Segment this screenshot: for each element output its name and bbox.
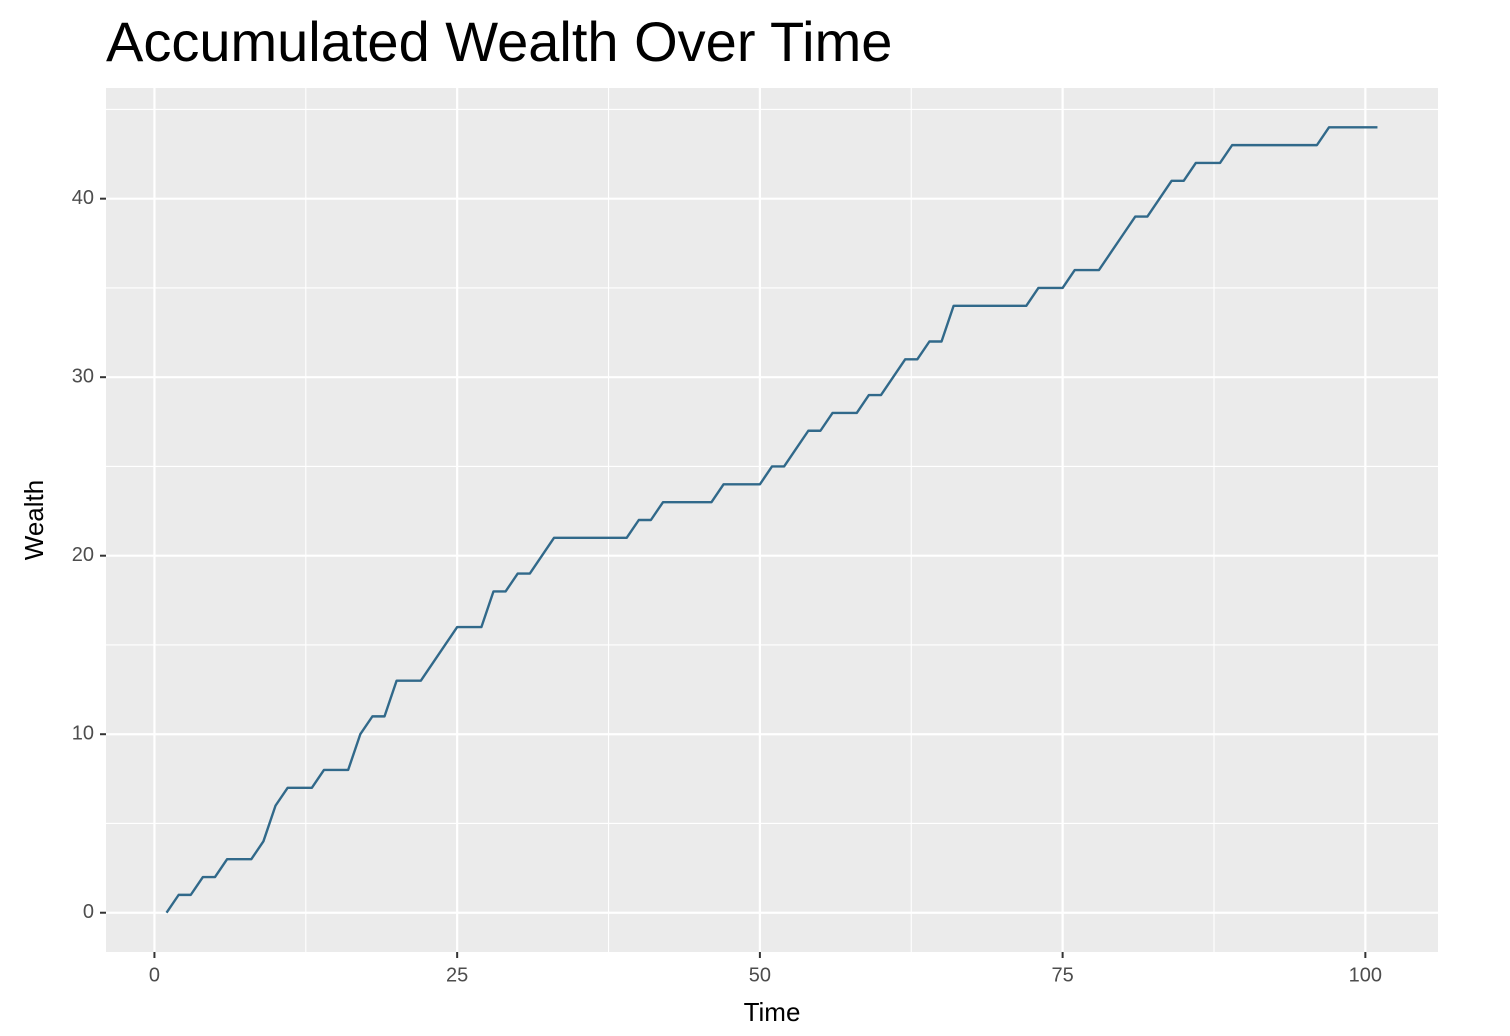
- chart-title: Accumulated Wealth Over Time: [106, 10, 892, 73]
- line: [165, 126, 1378, 914]
- x-tick-label: 75: [1051, 964, 1073, 986]
- x-tick-label: 25: [446, 964, 468, 986]
- y-tick-label: 30: [72, 365, 94, 387]
- x-tick-label: 100: [1349, 964, 1382, 986]
- x-axis-title: Time: [744, 997, 801, 1027]
- y-axis-title: Wealth: [19, 480, 49, 560]
- y-tick-label: 20: [72, 544, 94, 566]
- y-tick-label: 10: [72, 722, 94, 744]
- y-tick-label: 40: [72, 187, 94, 209]
- y-tick-label: 0: [83, 901, 94, 923]
- x-tick-label: 50: [749, 964, 771, 986]
- panel: [106, 88, 1438, 952]
- x-tick-label: 0: [149, 964, 160, 986]
